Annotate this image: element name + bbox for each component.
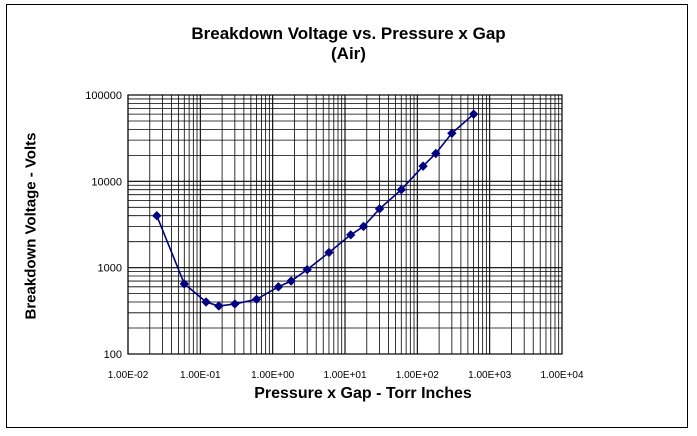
data-point [286, 276, 296, 286]
data-point [152, 210, 162, 221]
data-point [302, 264, 312, 275]
data-point [374, 204, 385, 214]
plot-border [127, 94, 563, 355]
y-tick-label: 1000 [98, 263, 122, 275]
data-point [201, 297, 211, 307]
data-point [179, 279, 189, 289]
data-point [214, 301, 224, 311]
x-tick-label: 1.00E+02 [396, 370, 440, 381]
data-point [447, 128, 457, 139]
y-tick-label: 100000 [85, 90, 122, 102]
chart-subtitle: (Air) [331, 44, 366, 63]
x-tick-label: 1.00E-01 [180, 370, 221, 381]
y-tick-label: 100 [104, 349, 122, 361]
data-point [346, 230, 356, 240]
x-tick-label: 1.00E+04 [540, 370, 584, 381]
data-point [396, 184, 406, 195]
data-point [431, 148, 441, 159]
data-point [251, 294, 262, 305]
x-tick-label: 1.00E+03 [468, 370, 512, 381]
data-point [230, 299, 240, 309]
data-point [273, 282, 284, 292]
y-tick-label: 10000 [91, 176, 122, 188]
data-point [358, 221, 369, 232]
series-line [156, 113, 475, 307]
x-tick-label: 1.00E+01 [323, 370, 367, 381]
chart-title: Breakdown Voltage vs. Pressure x Gap [191, 24, 506, 43]
data-point [324, 247, 334, 258]
x-tick-label: 1.00E+00 [251, 370, 295, 381]
data-point [418, 161, 428, 171]
data-point [468, 109, 479, 119]
x-axis-label: Pressure x Gap - Torr Inches [254, 385, 472, 402]
x-tick-label: 1.00E-02 [108, 370, 149, 381]
